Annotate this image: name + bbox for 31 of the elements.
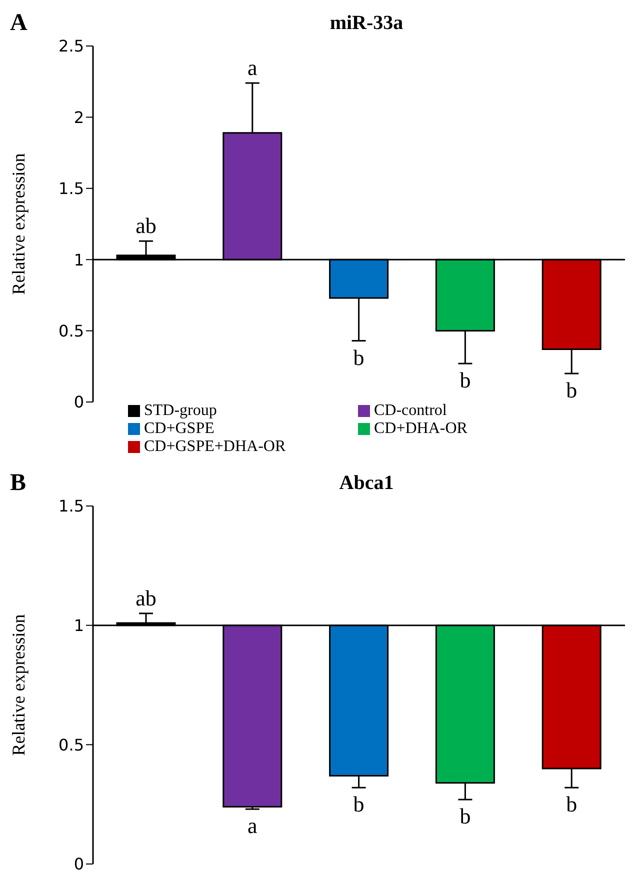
- y-tick-label: 1.5: [58, 179, 84, 198]
- y-tick-label: 0.5: [58, 321, 84, 340]
- legend-label: CD+GSPE: [144, 420, 214, 437]
- annotation: ab: [136, 213, 156, 238]
- annotation: b: [566, 792, 578, 817]
- annotation: ab: [136, 585, 156, 610]
- legend-label: CD+GSPE+DHA-OR: [144, 438, 286, 455]
- y-tick-label: 2.5: [58, 36, 84, 56]
- y-tick-label: 0: [74, 392, 84, 412]
- y-axis-title: Relative expression: [8, 153, 28, 295]
- y-tick-label: 1.5: [58, 496, 84, 516]
- legend-label: STD-group: [144, 402, 217, 419]
- annotation: a: [248, 813, 258, 838]
- text: B: [10, 470, 26, 497]
- annotation: b: [460, 804, 471, 829]
- annotation: b: [353, 792, 364, 817]
- y-tick-label: 2: [74, 108, 84, 127]
- y-tick-label: 1: [74, 616, 84, 636]
- y-tick-label: 0.5: [58, 735, 84, 754]
- annotation: b: [460, 368, 471, 393]
- annotation: b: [566, 378, 578, 403]
- legend-label: CD+DHA-OR: [374, 420, 468, 437]
- chart-title: miR-33a: [330, 12, 404, 34]
- y-tick-label: 1: [74, 250, 84, 270]
- annotation: a: [248, 55, 258, 80]
- legend-label: CD-control: [374, 402, 447, 419]
- y-axis-title: Relative expression: [8, 614, 28, 756]
- annotation: b: [353, 344, 364, 370]
- chart-title: Abca1: [339, 472, 394, 494]
- text: A: [10, 10, 28, 37]
- y-tick-label: 0: [74, 854, 84, 874]
